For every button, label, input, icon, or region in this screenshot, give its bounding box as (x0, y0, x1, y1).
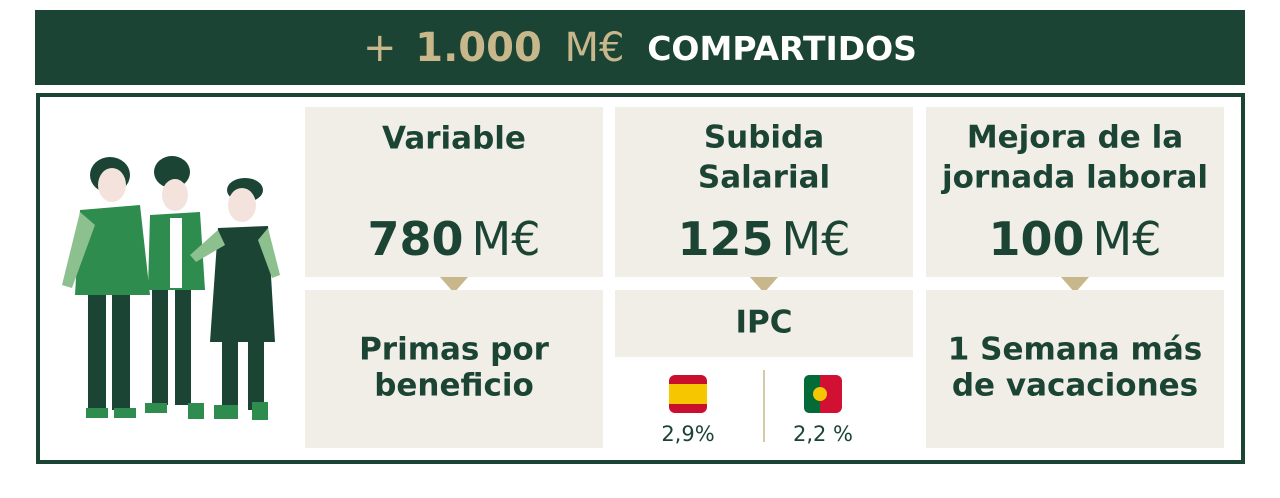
card-title: jornada laboral (940, 160, 1208, 196)
amount-unit: M€ (1093, 212, 1162, 266)
header-bar (35, 10, 1245, 85)
card-title: Subida (704, 120, 824, 156)
card-amount: 100 M€ (989, 212, 1162, 266)
frame (36, 93, 1245, 464)
header-amount: 1.000 (415, 25, 542, 71)
card-top (305, 107, 603, 277)
card-bottom (305, 290, 603, 448)
card-detail: 1 Semana más (948, 332, 1202, 368)
rate: 2,2 % (793, 422, 853, 446)
card-detail: IPC (735, 305, 792, 341)
card-top (615, 107, 913, 277)
pointer (750, 277, 778, 293)
illustration (62, 156, 280, 420)
card-detail: beneficio (374, 368, 534, 404)
card-title: Variable (382, 121, 526, 157)
card-bottom (926, 290, 1224, 448)
flag-es-band (669, 384, 707, 404)
card-detail: de vacaciones (952, 368, 1198, 404)
header-label: COMPARTIDOS (647, 29, 917, 68)
amount-value: 100 (989, 212, 1085, 266)
card-title: Salarial (698, 160, 830, 196)
rate: 2,9% (661, 422, 714, 446)
card-title: Mejora de la (967, 120, 1183, 156)
card-bottom (615, 290, 913, 357)
amount-value: 125 (678, 212, 774, 266)
card-amount: 125 M€ (678, 212, 851, 266)
pointer (440, 277, 468, 293)
amount-value: 780 (368, 212, 464, 266)
header-plus: + (363, 25, 397, 71)
amount-unit: M€ (472, 212, 541, 266)
header-unit: M€ (565, 25, 625, 71)
flag-pt-emblem (813, 387, 827, 401)
pointer (1061, 277, 1089, 293)
flag-pt-green (804, 375, 820, 413)
card-top (926, 107, 1224, 277)
card-detail: Primas por (359, 332, 550, 368)
card-amount: 780 M€ (368, 212, 541, 266)
amount-unit: M€ (782, 212, 851, 266)
header-text: + 1.000 M€ COMPARTIDOS (363, 25, 917, 71)
